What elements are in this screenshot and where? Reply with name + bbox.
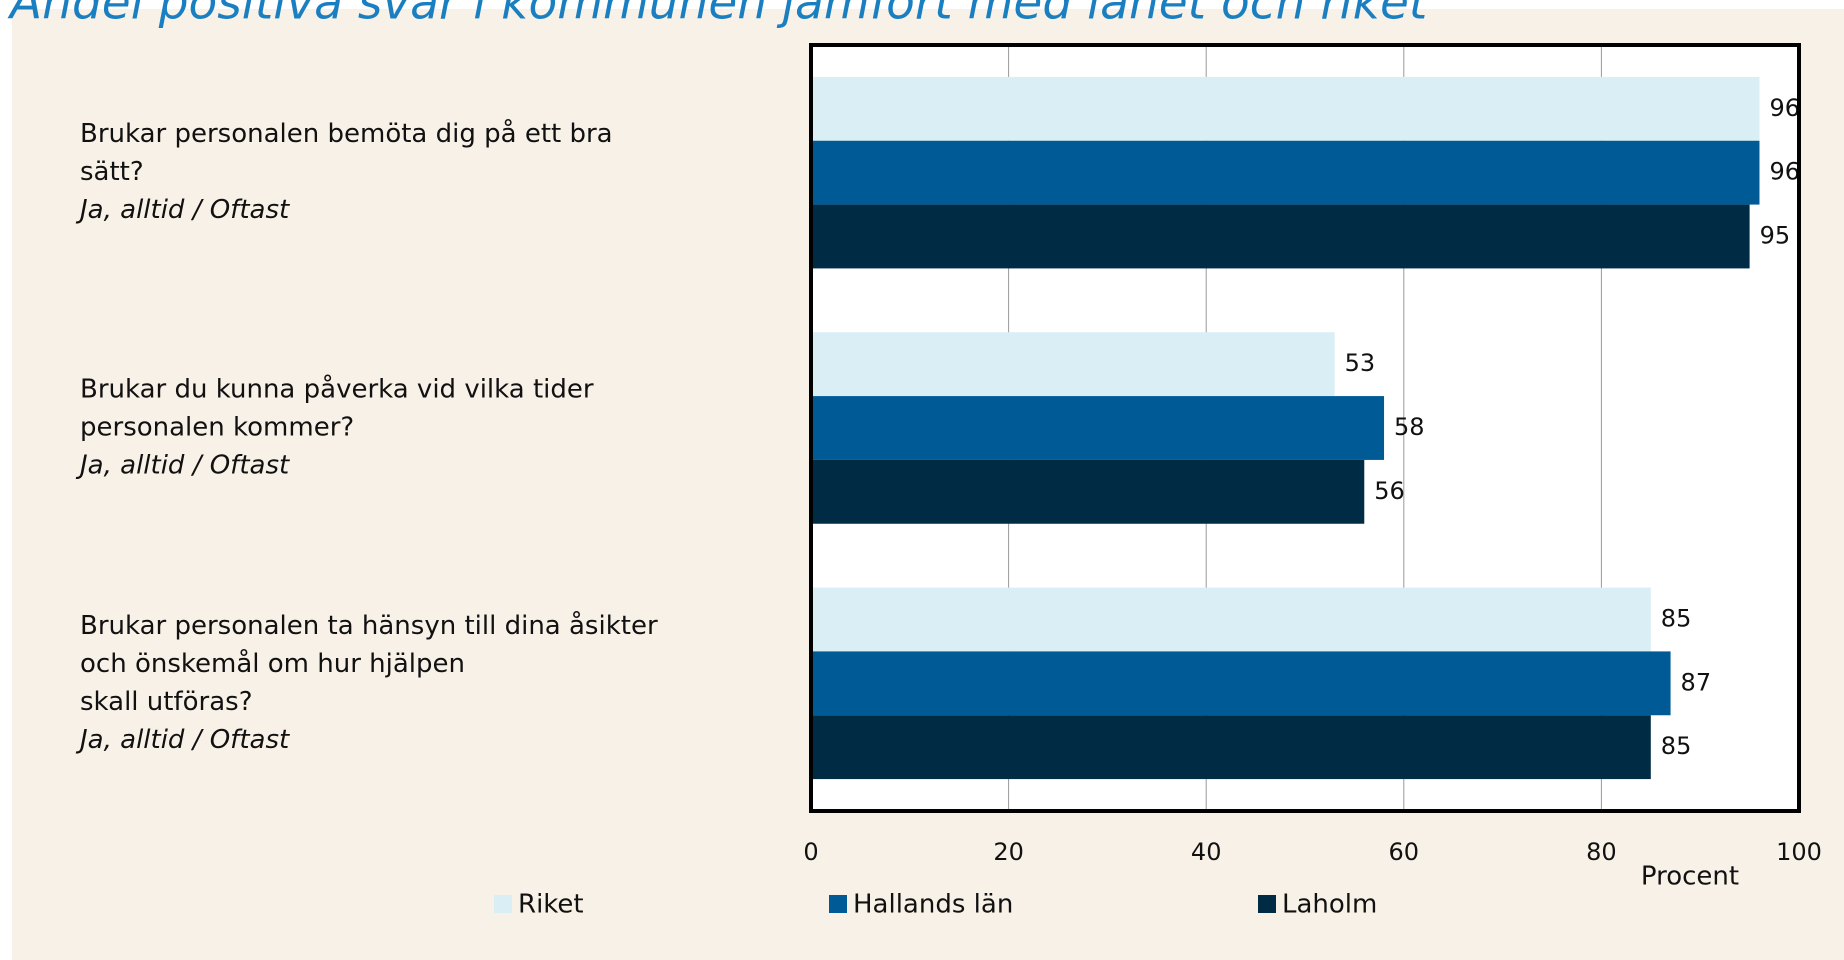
value-label: 85 <box>1661 605 1692 633</box>
x-tick-label: 80 <box>1586 838 1617 866</box>
legend-label: Laholm <box>1282 890 1377 920</box>
value-label: 85 <box>1661 732 1692 760</box>
plot-border <box>809 43 1801 813</box>
category-label: Brukar du kunna påverka vid vilka tider <box>80 374 594 405</box>
legend-label: Riket <box>518 890 584 920</box>
legend-swatch <box>494 895 512 913</box>
bar <box>811 140 1760 205</box>
category-label: Brukar personalen bemöta dig på ett bra <box>80 118 613 149</box>
x-tick-label: 40 <box>1191 838 1222 866</box>
legend-swatch <box>829 895 847 913</box>
bar <box>811 587 1651 652</box>
legend-label: Hallands län <box>853 890 1013 920</box>
category-label: Brukar personalen ta hänsyn till dina ås… <box>80 610 658 641</box>
category-label: skall utföras? <box>80 687 253 717</box>
x-axis-label: Procent <box>1641 862 1739 892</box>
category-label: personalen kommer? <box>80 413 354 443</box>
bar <box>811 651 1671 716</box>
value-label: 96 <box>1769 158 1800 186</box>
value-label: 87 <box>1681 668 1712 696</box>
value-label: 96 <box>1769 94 1800 122</box>
value-label: 56 <box>1374 477 1405 505</box>
x-tick-label: 20 <box>993 838 1024 866</box>
bar <box>811 76 1760 141</box>
category-label: sätt? <box>80 157 144 187</box>
category-label: Ja, alltid / Oftast <box>75 725 290 755</box>
x-tick-label: 0 <box>803 838 818 866</box>
value-label: 95 <box>1760 222 1791 250</box>
bar <box>811 332 1335 397</box>
category-label: Ja, alltid / Oftast <box>75 195 290 225</box>
x-tick-label: 60 <box>1389 838 1420 866</box>
legend-swatch <box>1258 895 1276 913</box>
bar <box>811 715 1651 780</box>
bar <box>811 204 1750 269</box>
value-label: 58 <box>1394 413 1425 441</box>
value-label: 53 <box>1345 349 1376 377</box>
category-label: Ja, alltid / Oftast <box>75 451 290 481</box>
bar <box>811 396 1385 460</box>
chart-title: Andel positiva svar i kommunen jämfört m… <box>7 0 1429 31</box>
bar <box>811 459 1365 524</box>
x-tick-label: 100 <box>1776 838 1822 866</box>
category-label: och önskemål om hur hjälpen <box>80 648 465 679</box>
